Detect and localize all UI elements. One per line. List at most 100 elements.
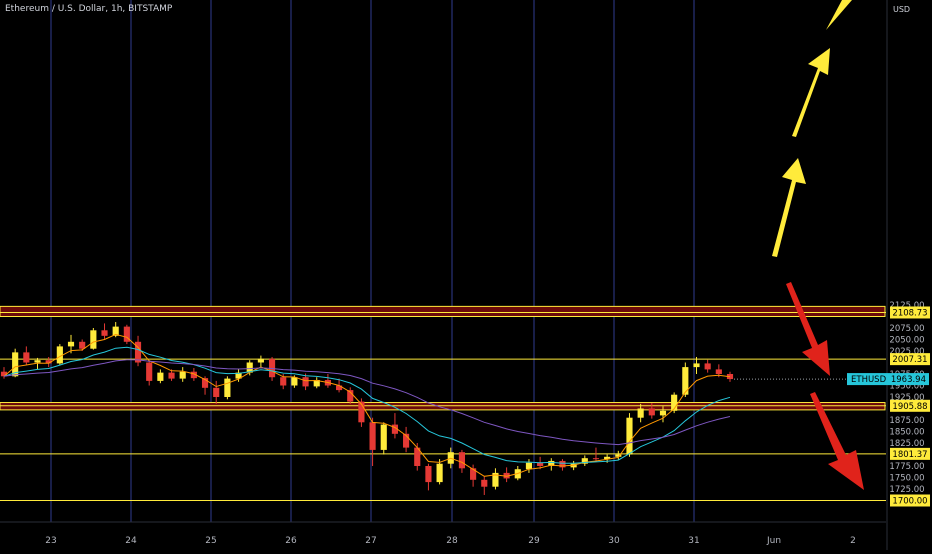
candle-body — [592, 458, 600, 460]
candle-body — [704, 363, 711, 370]
candle-body — [537, 462, 544, 466]
bear-arrow-lower — [810, 392, 864, 490]
level-label-support-1905: 1905.88 — [892, 402, 927, 412]
candle-body — [190, 371, 197, 379]
candle-body — [671, 394, 678, 411]
y-tick-label: 2075.00 — [889, 324, 924, 334]
candle-body — [615, 454, 622, 457]
candle-body — [581, 458, 588, 464]
candle-body — [112, 326, 119, 336]
candle-body — [380, 424, 387, 450]
candle-body — [201, 378, 209, 388]
candle-body — [604, 456, 611, 460]
ma-slow-line — [3, 359, 731, 446]
y-tick-label: 2050.00 — [889, 336, 924, 346]
candle-body — [291, 377, 298, 386]
x-tick-label: 23 — [45, 536, 56, 546]
currency-unit: USD — [893, 5, 911, 14]
candle-body — [492, 472, 499, 487]
candle-body — [134, 341, 142, 363]
candle-body — [659, 410, 667, 416]
ma-fast-line — [3, 333, 731, 477]
candle-body — [168, 372, 175, 379]
last-price-symbol: ETHUSD — [851, 375, 887, 385]
candle-body — [425, 466, 432, 483]
candle-body — [146, 362, 153, 381]
candle-body — [548, 460, 555, 466]
candle-body — [224, 378, 231, 397]
x-tick-label: 29 — [528, 536, 540, 546]
candle-body — [90, 330, 97, 349]
x-tick-label: 27 — [365, 536, 376, 546]
candle-body — [12, 352, 19, 377]
y-tick-label: 1825.00 — [889, 439, 924, 449]
level-label-level-1801: 1801.37 — [892, 450, 927, 460]
candle-body — [123, 326, 130, 342]
symbol-title[interactable]: Ethereum / U.S. Dollar, 1h, BITSTAMP — [5, 4, 173, 14]
level-tag-support-1905 — [890, 399, 930, 412]
y-tick-label: 2125.00 — [889, 301, 924, 311]
candle-body — [391, 424, 398, 434]
candle-body — [458, 452, 466, 469]
candle-body — [23, 352, 30, 363]
candle-body — [280, 377, 287, 386]
y-tick-label: 1750.00 — [889, 474, 924, 484]
candle-body — [101, 330, 108, 336]
y-tick-label: 2025.00 — [889, 347, 924, 357]
y-tick-label: 1850.00 — [889, 428, 924, 438]
y-tick-label: 1875.00 — [889, 416, 924, 426]
x-tick-label: 2 — [850, 536, 856, 546]
candle-body — [693, 363, 700, 368]
y-tick-label: 1775.00 — [889, 462, 924, 472]
y-tick-label: 1725.00 — [889, 485, 924, 495]
level-tag-level-1700 — [890, 494, 930, 507]
candle-body — [235, 372, 242, 379]
candle-body — [34, 360, 41, 363]
candle-body — [79, 341, 86, 349]
candle-body — [313, 379, 320, 387]
level-label-level-2007: 2007.31 — [892, 355, 927, 365]
candle-body — [157, 372, 164, 381]
candle-body — [682, 367, 689, 395]
candle-body — [715, 369, 722, 374]
bear-arrow-upper — [786, 282, 830, 376]
candle-body — [525, 462, 533, 470]
candle-body — [369, 422, 376, 450]
candle-body — [45, 360, 52, 364]
candle-body — [213, 387, 220, 397]
bull-arrow-lower — [772, 158, 806, 257]
candle-body — [637, 408, 644, 418]
candle-body — [470, 468, 477, 480]
level-tag-resistance-2108 — [890, 306, 930, 319]
level-label-resistance-2108: 2108.73 — [892, 308, 927, 318]
x-tick-label: 31 — [688, 536, 699, 546]
x-tick-label: 24 — [125, 536, 137, 546]
candle-body — [246, 362, 253, 373]
candle-body — [0, 371, 8, 377]
level-tag-level-1801 — [890, 447, 930, 460]
y-tick-label: 1950.00 — [889, 382, 924, 392]
candle-body — [179, 371, 186, 379]
level-label-level-1700: 1700.00 — [892, 497, 927, 507]
candle-body — [436, 463, 443, 483]
bull-arrow-upper — [792, 48, 830, 137]
candle-body — [67, 341, 75, 347]
x-tick-label: 26 — [285, 536, 297, 546]
candle-body — [347, 390, 354, 402]
candle-body — [403, 433, 410, 448]
candle-body — [559, 460, 566, 468]
x-tick-label: Jun — [766, 536, 781, 546]
candle-body — [358, 401, 365, 423]
level-tag-level-2007 — [890, 353, 930, 366]
bull-arrow-top — [826, 0, 852, 30]
candle-body — [648, 408, 655, 416]
candle-body — [56, 346, 63, 364]
candle-body — [336, 385, 343, 391]
candle-body — [481, 479, 488, 487]
x-tick-label: 28 — [446, 536, 458, 546]
candle-body — [302, 377, 309, 387]
candle-body — [503, 472, 510, 479]
candle-body — [257, 358, 264, 363]
